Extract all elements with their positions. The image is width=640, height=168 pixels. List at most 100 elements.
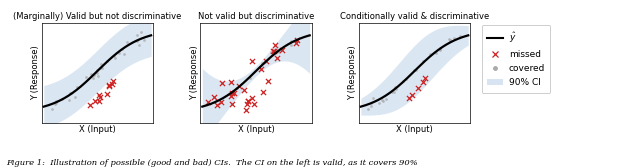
Point xyxy=(445,38,455,41)
Point xyxy=(406,94,417,97)
Title: (Marginally) Valid but not discriminative: (Marginally) Valid but not discriminativ… xyxy=(13,12,182,21)
Point xyxy=(413,87,423,90)
Text: Figure 1:  Illustration of possible (good and bad) CIs.  The CI on the left is v: Figure 1: Illustration of possible (good… xyxy=(6,159,418,167)
Point xyxy=(217,82,227,85)
Point xyxy=(381,98,391,100)
Y-axis label: Y (Response): Y (Response) xyxy=(190,46,199,100)
Point xyxy=(109,57,120,60)
Point xyxy=(132,40,142,42)
Point xyxy=(435,48,445,50)
Point xyxy=(234,85,244,87)
Point xyxy=(378,99,388,102)
Point xyxy=(97,67,108,69)
Point xyxy=(291,41,301,44)
Point xyxy=(398,80,408,82)
Point xyxy=(116,47,127,50)
X-axis label: X (Input): X (Input) xyxy=(79,125,116,134)
Point xyxy=(57,97,67,100)
Point xyxy=(271,57,282,59)
Point xyxy=(257,91,268,94)
Point xyxy=(107,82,117,85)
Point xyxy=(227,93,237,96)
Y-axis label: Y (Response): Y (Response) xyxy=(31,46,40,100)
Point xyxy=(211,99,221,102)
Point xyxy=(391,88,401,91)
Point xyxy=(389,91,399,93)
Point xyxy=(226,94,236,97)
Point xyxy=(94,99,104,102)
Point xyxy=(455,34,465,37)
Point xyxy=(390,86,401,88)
Title: Not valid but discriminative: Not valid but discriminative xyxy=(198,12,314,21)
Point xyxy=(239,88,250,91)
Point xyxy=(138,39,148,41)
Point xyxy=(51,102,61,105)
Point xyxy=(374,102,384,104)
Point xyxy=(255,68,266,70)
Point xyxy=(266,51,276,54)
Point xyxy=(270,44,280,46)
Point xyxy=(378,100,388,103)
Point xyxy=(409,69,419,72)
Point xyxy=(92,72,102,74)
Point xyxy=(102,59,112,62)
Point xyxy=(88,76,98,79)
Point xyxy=(227,81,237,84)
Point xyxy=(89,74,99,76)
Point xyxy=(95,96,105,99)
Legend: $\hat{y}$, missed, covered, 90% CI: $\hat{y}$, missed, covered, 90% CI xyxy=(482,25,550,93)
Point xyxy=(102,92,112,95)
Point xyxy=(249,102,259,105)
Point xyxy=(411,69,421,71)
Point xyxy=(227,103,237,105)
Point xyxy=(92,69,102,72)
Point xyxy=(366,104,376,107)
Point xyxy=(271,49,281,51)
Point xyxy=(72,86,82,89)
Point xyxy=(134,43,144,46)
Point xyxy=(85,104,95,107)
Point xyxy=(430,50,440,53)
Point xyxy=(292,39,302,41)
Point xyxy=(109,55,119,57)
Point xyxy=(104,85,115,87)
Point xyxy=(51,99,61,102)
Point xyxy=(426,53,436,55)
Point xyxy=(257,62,268,65)
Point xyxy=(96,63,106,66)
Point xyxy=(387,91,397,93)
Point xyxy=(260,61,270,64)
Point xyxy=(431,51,441,54)
Point xyxy=(449,37,460,39)
Point xyxy=(122,40,132,43)
Point xyxy=(212,104,222,107)
Point xyxy=(445,38,455,41)
Point xyxy=(132,34,142,36)
Point xyxy=(241,109,252,111)
Point xyxy=(444,37,454,40)
Point xyxy=(232,87,242,90)
Point xyxy=(229,92,239,94)
Point xyxy=(368,97,378,100)
Point xyxy=(275,50,285,53)
Point xyxy=(114,51,124,54)
Point xyxy=(435,47,445,50)
Point xyxy=(366,101,376,104)
Point xyxy=(261,60,271,63)
Point xyxy=(64,98,74,101)
Point xyxy=(120,53,130,56)
Point xyxy=(277,48,287,51)
Point xyxy=(420,77,430,79)
Point xyxy=(263,80,273,83)
Point xyxy=(243,100,253,102)
Point xyxy=(404,96,415,99)
Point xyxy=(65,92,75,95)
Point xyxy=(269,50,279,52)
Point xyxy=(86,72,97,75)
Point xyxy=(268,49,278,52)
X-axis label: X (Input): X (Input) xyxy=(237,125,275,134)
Point xyxy=(203,101,213,103)
Point xyxy=(364,108,374,111)
Point xyxy=(67,92,77,94)
Point xyxy=(108,80,118,83)
